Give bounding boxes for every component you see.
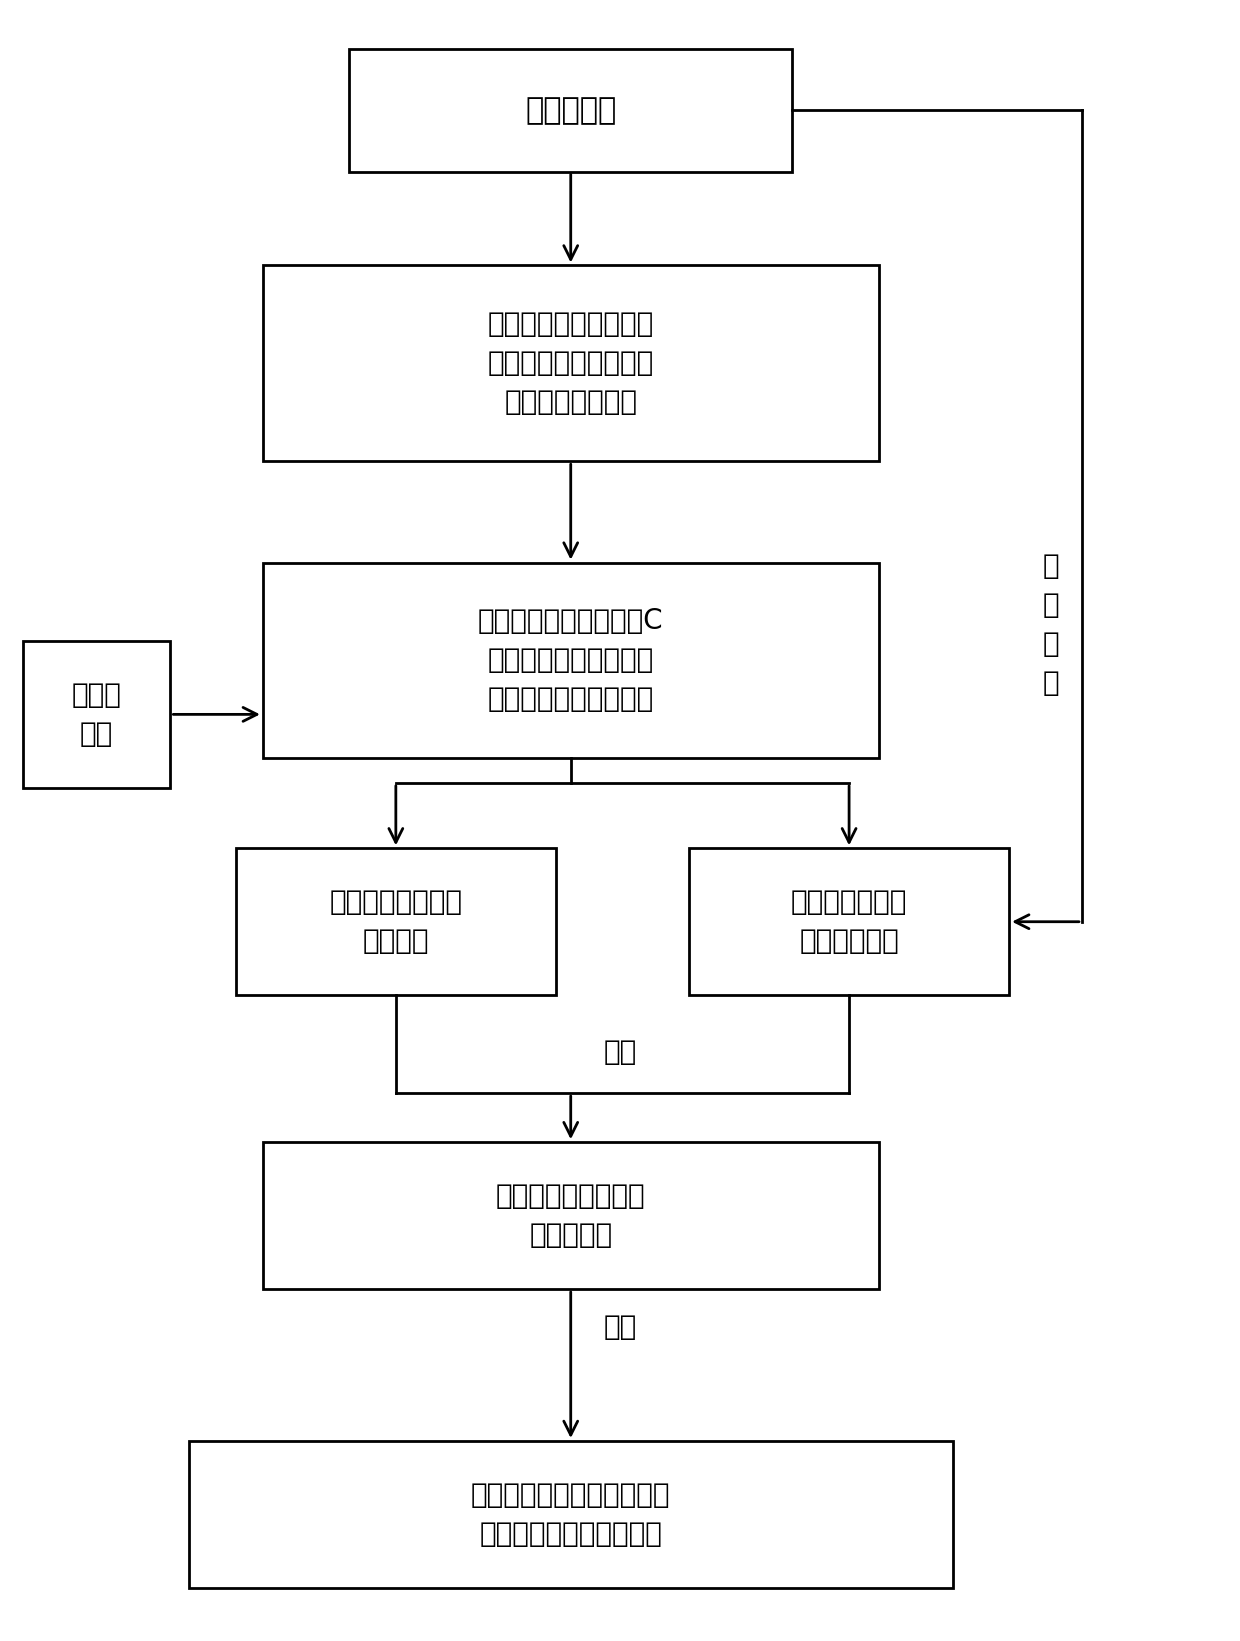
Text: 最大发生概率对应的故障类
型即为测试样本故障类型: 最大发生概率对应的故障类 型即为测试样本故障类型 [471,1480,671,1547]
Bar [263,266,879,461]
Text: 相乘: 相乘 [604,1039,636,1067]
Text: 利用最大最小距离法确
定类别数目和各类别对
应的初始聚类中心: 利用最大最小距离法确 定类别数目和各类别对 应的初始聚类中心 [487,310,653,417]
Text: 累加: 累加 [604,1313,636,1341]
Text: 测试集
样本: 测试集 样本 [72,681,122,748]
Text: 测试样本对应各故障
的发生概率: 测试样本对应各故障 的发生概率 [496,1182,646,1249]
Text: 各类别中各故障
类型所占比例: 各类别中各故障 类型所占比例 [791,888,908,955]
Bar [263,1142,879,1290]
Bar [689,848,1009,994]
Bar [22,642,170,788]
Bar [188,1441,952,1588]
Bar [236,848,556,994]
Text: 统
计
得
到: 统 计 得 到 [1043,551,1059,697]
Text: 训练集样本: 训练集样本 [525,95,616,125]
Text: 利用基于信息熵的模糊C
均值聚类算法最终确定
各类别对应的聚类中心: 利用基于信息熵的模糊C 均值聚类算法最终确定 各类别对应的聚类中心 [477,607,663,714]
Text: 测试样本属于各类
别的概率: 测试样本属于各类 别的概率 [330,888,463,955]
Bar [348,49,792,172]
Bar [263,563,879,758]
